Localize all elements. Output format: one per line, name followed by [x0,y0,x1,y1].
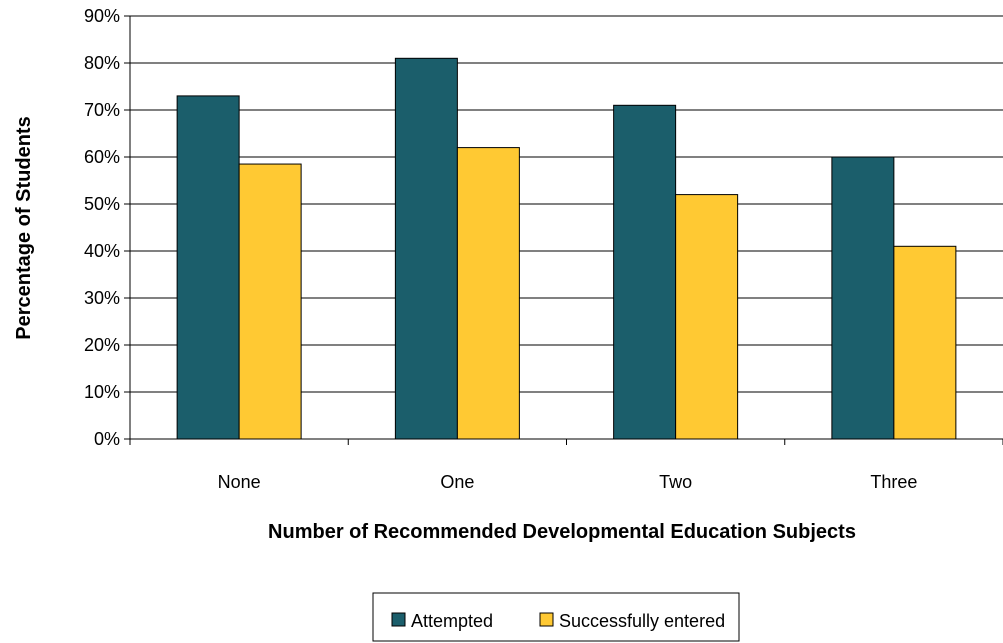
bar-successfully-entered-one [456,147,520,440]
y-axis-title: Percentage of Students [13,116,35,339]
legend-swatch-successfully-entered [539,612,554,627]
y-tick-labels: 0% 10% 20% 30% 40% 50% 60% 70% 80% 90% [84,6,120,449]
bar-attempted-none [176,95,240,440]
y-tick-label: 70% [84,100,120,120]
axes [124,15,1003,445]
legend: Attempted Successfully entered [372,592,740,642]
y-tick-label: 40% [84,241,120,261]
legend-swatch-attempted [391,612,406,627]
x-tick-label: None [218,472,261,492]
bar-successfully-entered-two [675,194,739,440]
y-tick-label: 20% [84,335,120,355]
bars [176,57,957,440]
x-axis-title: Number of Recommended Developmental Educ… [268,521,856,543]
y-tick-label: 0% [94,429,120,449]
bar-attempted-two [613,104,677,440]
y-tick-label: 90% [84,6,120,26]
legend-frame [372,592,740,642]
legend-label-attempted: Attempted [411,611,493,631]
y-tick-label: 60% [84,147,120,167]
bar-attempted-three [831,156,895,440]
x-tick-label: One [440,472,474,492]
legend-label-successfully-entered: Successfully entered [559,611,725,631]
y-tick-label: 30% [84,288,120,308]
bar-successfully-entered-none [238,163,302,440]
x-tick-label: Three [870,472,917,492]
bar-attempted-one [394,57,458,440]
x-tick-label: Two [659,472,692,492]
bar-successfully-entered-three [893,245,957,440]
y-tick-label: 80% [84,53,120,73]
x-tick-labels: None One Two Three [218,472,918,492]
y-tick-label: 10% [84,382,120,402]
y-tick-label: 50% [84,194,120,214]
